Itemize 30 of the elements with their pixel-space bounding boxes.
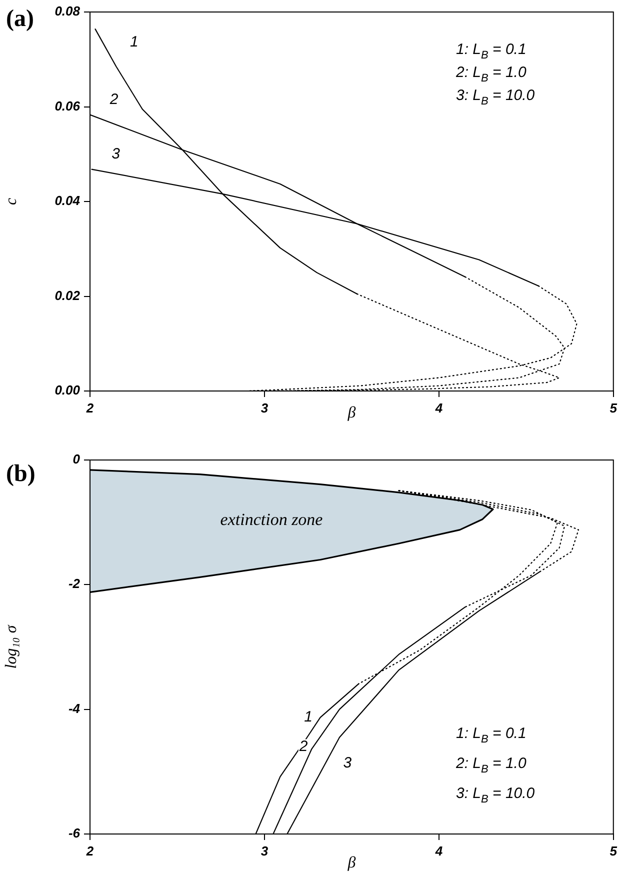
x-axis-title: β	[346, 854, 356, 872]
x-tick-label: 5	[610, 843, 618, 858]
x-tick-label: 3	[260, 843, 269, 858]
y-axis-title: c	[2, 198, 20, 206]
x-tick-label: 4	[434, 843, 444, 858]
y-tick-label: 0.08	[54, 4, 81, 19]
x-axis-title: β	[346, 404, 356, 422]
y-tick-label: 0.06	[54, 98, 81, 114]
x-tick-label: 2	[85, 843, 94, 858]
x-tick-label: 3	[260, 400, 269, 416]
y-axis-title: log₁₀ σ	[2, 624, 20, 669]
series-label: extinction zone	[220, 510, 324, 530]
y-tick-label: -2	[68, 576, 81, 592]
series-label: 3	[343, 754, 352, 772]
x-tick-label: 4	[434, 400, 444, 416]
y-tick-label: -4	[68, 700, 81, 716]
x-tick-label: 2	[85, 400, 94, 416]
y-tick-label: 0.02	[54, 288, 81, 303]
y-tick-label: -6	[68, 826, 81, 841]
series-label: 1	[130, 33, 138, 50]
series-label: 2	[298, 738, 308, 756]
chart-title: (a)	[6, 6, 34, 32]
series-label: 1	[304, 708, 312, 726]
series-label: 2	[108, 90, 119, 108]
series-label: 3	[112, 145, 121, 162]
y-tick-label: 0	[72, 452, 81, 467]
y-tick-label: 0.00	[54, 382, 81, 398]
y-tick-label: 0.04	[54, 193, 81, 208]
chart-title: (b)	[6, 461, 36, 487]
x-tick-label: 5	[610, 400, 618, 416]
